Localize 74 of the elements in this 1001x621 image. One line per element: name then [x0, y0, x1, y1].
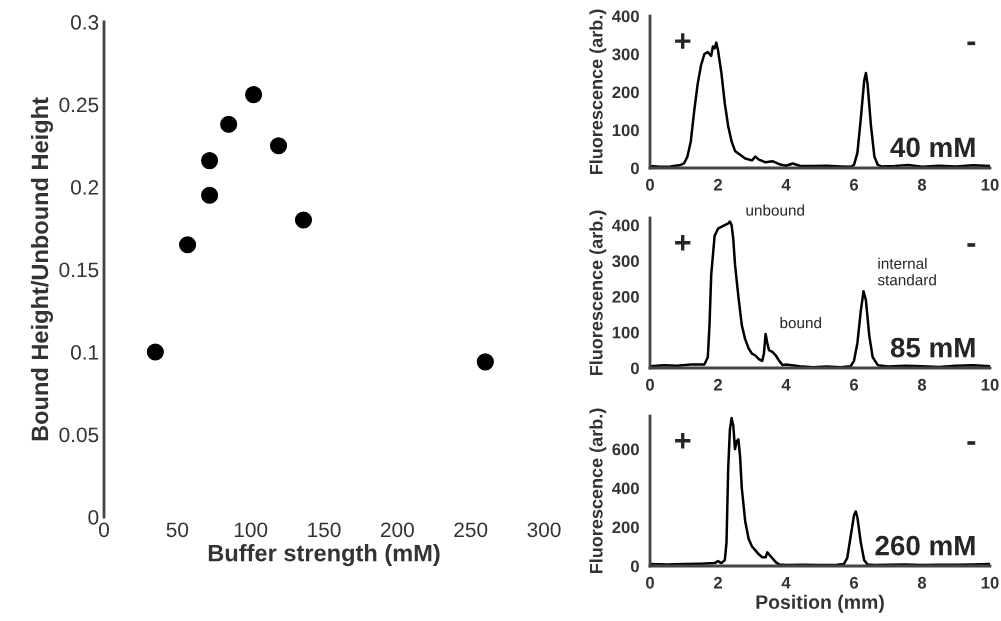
y-tick-label: 0	[630, 560, 639, 573]
x-tick-label: 200	[381, 522, 414, 538]
x-tick-label: 50	[166, 522, 189, 538]
x-tick-label: 8	[917, 576, 927, 589]
annotation: +	[675, 33, 691, 49]
x-tick-label: 6	[849, 178, 859, 191]
x-tick-label: 0	[99, 522, 109, 538]
point	[476, 353, 494, 371]
x-axis-title: Buffer strength (mM)	[208, 544, 440, 567]
x-tick-label: 6	[849, 378, 859, 391]
y-tick-label: 100	[612, 326, 639, 339]
annotation: bound	[780, 317, 821, 329]
point	[269, 137, 288, 155]
annotation: +	[675, 432, 691, 449]
x-tick-label: 0	[646, 576, 654, 589]
annotation: internal standard	[877, 257, 936, 286]
x-tick-label: 2	[713, 178, 722, 191]
x-tick-label: 4	[781, 577, 791, 589]
annotation: -	[967, 243, 976, 247]
x-tick-label: 250	[454, 522, 488, 538]
annotation: -	[967, 441, 976, 445]
x-tick-label: 10	[981, 576, 999, 589]
x-tick-label: 8	[917, 178, 927, 191]
point	[245, 86, 263, 104]
y-tick-label: 0.1	[70, 345, 99, 360]
y-axis-title: Fluorescence (arb.)	[589, 9, 607, 175]
annotation: 85 mM	[890, 337, 975, 358]
x-tick-label: 150	[308, 522, 341, 538]
line-series	[650, 220, 990, 368]
y-tick-label: 0	[88, 510, 99, 525]
point	[179, 236, 197, 254]
x-tick-label: 100	[234, 522, 268, 538]
x-tick-label: 4	[781, 179, 791, 191]
y-axis-title: Fluorescence (arb.)	[589, 408, 607, 574]
annotation: +	[675, 234, 691, 251]
line-series	[650, 416, 990, 566]
y-axis-title: Fluorescence (arb.)	[589, 210, 607, 376]
x-tick-label: 6	[849, 576, 859, 589]
y-tick-label: 0.2	[70, 180, 99, 195]
y-tick-label: 0.25	[59, 97, 99, 113]
x-tick-label: 4	[781, 379, 791, 391]
y-tick-label: 200	[612, 86, 639, 99]
x-tick-label: 0	[646, 178, 654, 191]
y-axis-title: Bound Height/Unbound Height	[30, 97, 54, 441]
x-axis-title: Position (mm)	[756, 594, 884, 613]
point	[146, 343, 164, 361]
point	[294, 211, 313, 229]
y-tick-label: 600	[612, 443, 639, 456]
y-tick-label: 0.15	[59, 262, 99, 278]
y-tick-label: 400	[612, 482, 639, 495]
annotation: 40 mM	[890, 137, 975, 158]
annotation: unbound	[746, 204, 804, 216]
y-tick-label: 300	[612, 48, 639, 61]
x-tick-label: 2	[713, 378, 722, 391]
y-tick-label: 0	[630, 362, 639, 375]
x-tick-label: 2	[713, 576, 722, 589]
x-tick-label: 8	[917, 378, 927, 391]
y-tick-label: 100	[612, 124, 639, 137]
point	[201, 186, 219, 204]
x-tick-label: 300	[527, 522, 561, 538]
y-tick-label: 200	[612, 290, 639, 303]
y-tick-label: 300	[612, 255, 639, 268]
y-tick-label: 0.05	[59, 427, 99, 443]
y-tick-label: 400	[612, 10, 639, 23]
point	[220, 115, 238, 133]
annotation: -	[967, 41, 976, 46]
y-tick-label: 400	[612, 219, 639, 232]
x-tick-label: 10	[981, 178, 999, 191]
y-tick-label: 0.3	[70, 15, 99, 30]
y-tick-label: 0	[630, 162, 639, 175]
annotation: 260 mM	[875, 535, 975, 556]
point	[201, 152, 219, 170]
x-tick-label: 0	[646, 378, 654, 391]
x-tick-label: 10	[981, 378, 999, 391]
